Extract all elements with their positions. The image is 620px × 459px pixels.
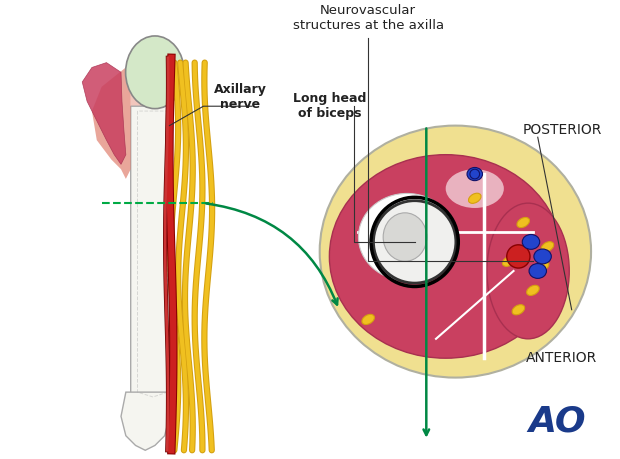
Text: POSTERIOR: POSTERIOR <box>522 123 601 137</box>
Ellipse shape <box>536 261 549 271</box>
Text: Axillary
nerve: Axillary nerve <box>214 83 267 111</box>
Text: ANTERIOR: ANTERIOR <box>526 351 598 365</box>
Ellipse shape <box>512 305 525 315</box>
Ellipse shape <box>529 263 546 279</box>
Ellipse shape <box>358 193 455 280</box>
PathPatch shape <box>121 392 169 450</box>
Ellipse shape <box>541 242 554 252</box>
PathPatch shape <box>131 106 169 431</box>
Ellipse shape <box>329 155 562 358</box>
Ellipse shape <box>469 193 481 203</box>
Ellipse shape <box>526 285 539 296</box>
Ellipse shape <box>467 168 482 181</box>
Ellipse shape <box>502 256 515 266</box>
Ellipse shape <box>517 218 529 228</box>
Ellipse shape <box>487 203 569 339</box>
Ellipse shape <box>320 126 591 378</box>
Ellipse shape <box>522 235 539 249</box>
Ellipse shape <box>383 213 427 261</box>
Ellipse shape <box>507 245 530 268</box>
Ellipse shape <box>470 169 480 179</box>
PathPatch shape <box>82 62 126 164</box>
PathPatch shape <box>92 67 131 179</box>
Ellipse shape <box>373 201 456 283</box>
Text: Neurovascular
structures at the axilla: Neurovascular structures at the axilla <box>293 4 444 32</box>
Ellipse shape <box>446 169 504 208</box>
Ellipse shape <box>126 36 184 109</box>
Ellipse shape <box>362 314 374 325</box>
Text: AO: AO <box>528 404 586 438</box>
Text: Long head
of biceps: Long head of biceps <box>293 92 366 120</box>
Ellipse shape <box>534 249 551 264</box>
PathPatch shape <box>131 67 165 247</box>
